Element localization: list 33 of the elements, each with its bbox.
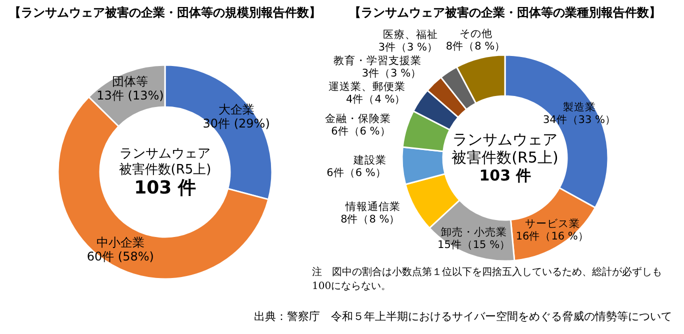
text: ランサムウェア [452, 130, 558, 149]
text: 被害件数(R5上) [452, 148, 558, 167]
data-label: 8件（8 %） [340, 214, 400, 226]
slice-label: 金融・保険業 [324, 112, 391, 125]
chart-title: 【ランサムウェア被害の企業・団体等の規模別報告件数】 [9, 5, 321, 20]
data-label: 3件（3 %） [378, 42, 438, 54]
text: ランサムウェア [120, 146, 210, 162]
data-label: 16件（16 %） [516, 230, 589, 242]
chart-title: 【ランサムウェア被害の企業・団体等の業種別報告件数】 [349, 5, 661, 20]
data-label: 3件（3 %） [362, 68, 422, 80]
text: 103 件 [134, 177, 196, 198]
slice-label: 建設業 [352, 153, 386, 166]
slice-label: 教育・学習支援業 [334, 54, 422, 68]
data-label: 8件（8 %） [446, 40, 506, 53]
source-note: 出典：警察庁 令和５年上半期におけるサイバー空間をめぐる脅威の情勢等について [254, 309, 672, 324]
slice-label: 情報通信業 [344, 200, 400, 214]
slice-label: その他 [459, 28, 492, 40]
slice-label: 卸売・小売業 [441, 225, 508, 238]
slice-label: 運送業、郵便業 [328, 80, 406, 94]
text: 被害件数(R5上) [118, 162, 212, 178]
slice-label: サービス業 [524, 218, 580, 230]
data-label: 6件（6 %） [326, 166, 386, 179]
data-label: 13件 (13%) [96, 88, 164, 102]
slice-label: 団体等 [112, 74, 148, 88]
data-label: 15件（15 %） [438, 238, 511, 251]
text: 103 件 [479, 166, 531, 185]
data-label: 6件（6 %） [331, 125, 391, 138]
data-label: 4件（4 %） [346, 94, 406, 106]
slice-label: 製造業 [562, 100, 596, 114]
data-label: 60件 (58%) [86, 249, 154, 264]
slice-label: 中小企業 [96, 235, 144, 250]
text: 注 図中の割合は小数点第１位以下を四捨五入しているため、総計が必ずしも100にならない。 [312, 266, 663, 294]
slice-label: 医療、福祉 [383, 28, 438, 42]
